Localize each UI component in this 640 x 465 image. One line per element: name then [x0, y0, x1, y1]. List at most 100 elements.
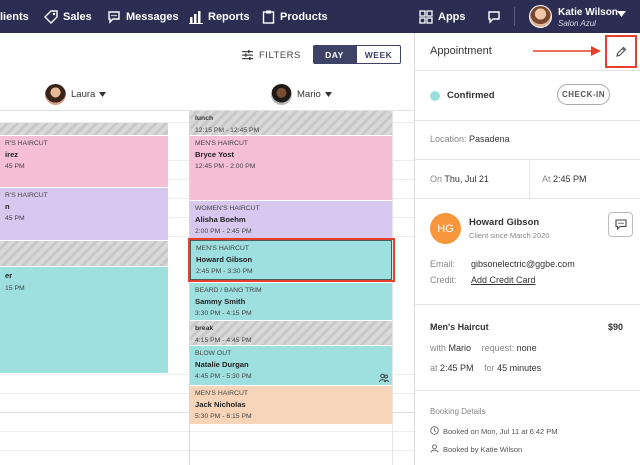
stylist-row[interactable]: with Mario request: none — [430, 343, 537, 353]
email-label-visual: Email: — [430, 259, 456, 269]
client-name: Alisha Boehm — [195, 214, 246, 224]
blocked-time — [0, 123, 168, 135]
chat-bubble-icon — [614, 219, 627, 230]
service-name: BLOW OUT — [195, 350, 232, 357]
appointment-block[interactable]: MEN'S HAIRCUT Jack Nicholas 5:30 PM - 6:… — [190, 386, 392, 424]
client-name: irez — [5, 149, 19, 159]
service-name: WOMEN'S HAIRCUT — [195, 205, 260, 212]
appointment-block[interactable]: BLOW OUT Natalie Durgan 4:45 PM - 5:30 P… — [190, 346, 392, 385]
client-avatar[interactable]: HG — [430, 213, 461, 244]
time-field[interactable]: At 2:45 PM — [542, 174, 587, 184]
lunch-block[interactable]: lunch 12:15 PM - 12:45 PM — [190, 111, 392, 135]
nav-apps[interactable]: Apps — [419, 0, 466, 33]
date-field[interactable]: On Thu, Jul 21 — [430, 174, 489, 184]
nav-products[interactable]: Products — [262, 0, 328, 33]
edit-appointment-button[interactable] — [605, 35, 637, 68]
chat-bubble-icon — [108, 10, 120, 24]
nav-reports[interactable]: Reports — [189, 0, 250, 33]
client-name: Natalie Durgan — [195, 359, 249, 369]
nav-clients[interactable]: lients — [0, 0, 29, 33]
request-value: none — [516, 343, 537, 353]
booked-on: Booked on Mon, Jul 11 at 6:42 PM — [443, 427, 558, 436]
service-name: MEN'S HAIRCUT — [195, 390, 249, 397]
duration-row[interactable]: at 2:45 PM for 45 minutes — [430, 363, 541, 373]
chevron-down-icon — [99, 91, 107, 97]
user-avatar[interactable] — [529, 5, 552, 28]
appointment-block[interactable]: R'S HAIRCUT n 45 PM — [0, 188, 168, 240]
panel-title: Appointment — [430, 45, 492, 57]
date-value: Thu, Jul 21 — [444, 174, 489, 184]
appointment-block-selected[interactable]: MEN'S HAIRCUT Howard Gibson 2:45 PM - 3:… — [190, 240, 392, 280]
status-dot — [430, 91, 440, 101]
appointment-block[interactable]: BEARD / BANG TRIM Sammy Smith 3:30 PM - … — [190, 283, 392, 320]
grid-line — [0, 450, 414, 451]
stylist-name: Mario — [448, 343, 472, 353]
appointment-time: 2:00 PM - 2:45 PM — [195, 228, 252, 236]
at-label: at — [430, 363, 438, 373]
selection-highlight — [188, 238, 395, 282]
service-name: R'S HAIRCUT — [5, 192, 48, 199]
nav-apps-label: Apps — [438, 10, 466, 23]
client-name-link[interactable]: Howard Gibson — [469, 217, 540, 228]
chevron-down-icon[interactable] — [617, 11, 626, 17]
block-label: lunch — [195, 115, 214, 122]
client-name: n — [5, 201, 10, 211]
nav-sales-label: Sales — [63, 10, 92, 23]
chat-icon — [488, 10, 500, 24]
appointment-time: 12:45 PM - 2:00 PM — [195, 163, 256, 171]
bar-chart-icon — [189, 10, 203, 24]
nav-reports-label: Reports — [208, 10, 250, 23]
block-time: 12:15 PM - 12:45 PM — [195, 126, 260, 134]
divider — [415, 70, 640, 71]
location-row[interactable]: Location: Pasadena — [430, 134, 510, 144]
appointment-time: 4:45 PM - 5:30 PM — [195, 373, 252, 381]
chat-button[interactable] — [487, 0, 506, 33]
nav-clients-label: lients — [0, 10, 29, 23]
email-value[interactable]: gibsonelectric@ggbe.com — [471, 259, 575, 269]
client-name: Sammy Smith — [195, 296, 246, 306]
nav-sales[interactable]: Sales — [44, 0, 92, 33]
user-name[interactable]: Katie Wilson — [558, 7, 618, 18]
divider — [415, 304, 640, 305]
appointment-block[interactable]: er 15 PM — [0, 267, 168, 373]
view-day-button[interactable]: DAY — [313, 45, 356, 64]
tag-icon — [44, 9, 58, 24]
filters-label: FILTERS — [259, 49, 301, 61]
appointment-block[interactable]: WOMEN'S HAIRCUT Alisha Boehm 2:00 PM - 2… — [190, 201, 392, 238]
staff-selector-mario[interactable]: Mario — [271, 83, 332, 105]
booked-by: Booked by Katie Wilson — [443, 445, 523, 454]
appointment-block[interactable]: MEN'S HAIRCUT Bryce Yost 12:45 PM - 2:00… — [190, 136, 392, 200]
appointment-time: 45 PM — [5, 163, 25, 171]
check-in-button[interactable]: CHECK-IN — [557, 84, 610, 105]
divider — [415, 390, 640, 391]
staff-avatar — [271, 83, 292, 105]
group-icon — [379, 373, 389, 383]
sliders-icon — [242, 50, 253, 60]
filters-button[interactable]: FILTERS — [242, 46, 301, 64]
location-label: Location: — [430, 134, 467, 144]
grid-line — [0, 431, 414, 432]
message-client-button[interactable] — [608, 212, 633, 237]
block-label: break — [195, 325, 214, 332]
staff-selector-laura[interactable]: Laura — [45, 83, 107, 105]
service-price: $90 — [608, 322, 624, 332]
break-block[interactable]: break 4:15 PM - 4:45 PM — [190, 321, 392, 345]
service-name[interactable]: Men's Haircut — [430, 322, 489, 332]
nav-messages[interactable]: Messages — [107, 0, 179, 33]
date-label: On — [430, 174, 443, 184]
chevron-down-icon — [324, 91, 332, 97]
staff-name: Mario — [297, 88, 321, 100]
calendar-gutter — [392, 110, 414, 465]
divider — [415, 120, 640, 121]
view-week-button[interactable]: WEEK — [356, 45, 401, 64]
nav-messages-label: Messages — [126, 10, 179, 23]
appointment-block[interactable]: R'S HAIRCUT irez 45 PM — [0, 136, 168, 187]
client-name: Howard Gibson — [196, 254, 253, 264]
add-credit-card-link[interactable]: Add Credit Card — [471, 275, 536, 285]
clock-icon — [430, 426, 439, 435]
column-divider — [189, 110, 190, 465]
divider — [415, 198, 640, 199]
user-icon — [430, 444, 439, 453]
status-label[interactable]: Confirmed — [447, 90, 495, 101]
nav-products-label: Products — [280, 10, 328, 23]
